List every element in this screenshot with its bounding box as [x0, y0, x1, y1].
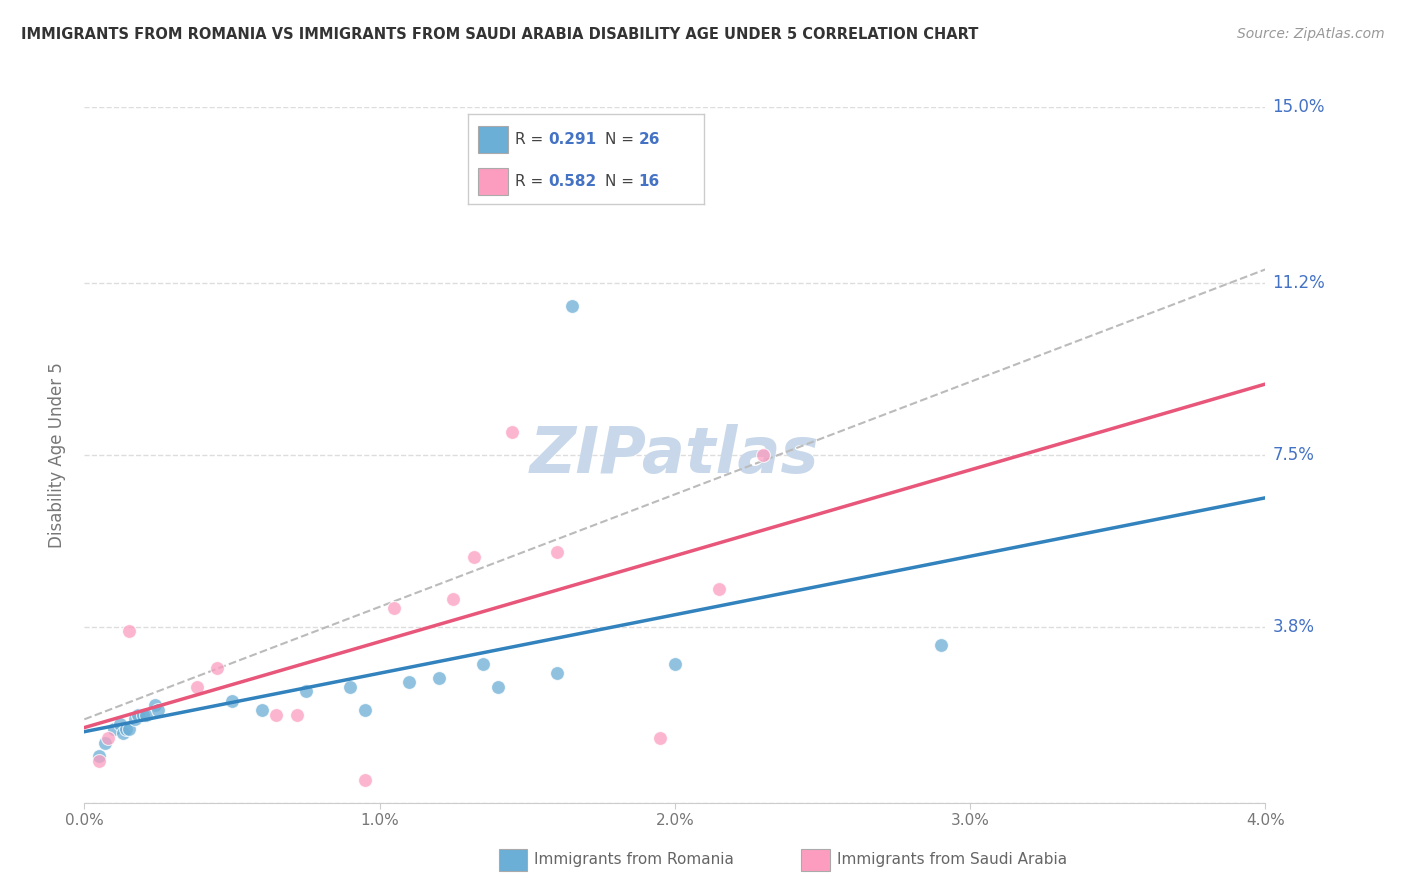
Text: 26: 26: [638, 132, 659, 147]
Point: [339, 680, 361, 694]
Point: [546, 665, 568, 680]
Text: 16: 16: [638, 174, 659, 189]
Point: [143, 698, 166, 713]
Point: [486, 680, 509, 694]
Text: 0.582: 0.582: [548, 174, 596, 189]
Point: [664, 657, 686, 671]
Point: [398, 675, 420, 690]
Point: [186, 680, 208, 694]
Point: [94, 735, 117, 749]
Text: IMMIGRANTS FROM ROMANIA VS IMMIGRANTS FROM SAUDI ARABIA DISABILITY AGE UNDER 5 C: IMMIGRANTS FROM ROMANIA VS IMMIGRANTS FR…: [21, 27, 979, 42]
Text: 11.2%: 11.2%: [1272, 275, 1326, 293]
Text: Source: ZipAtlas.com: Source: ZipAtlas.com: [1237, 27, 1385, 41]
Point: [205, 661, 228, 675]
Point: [472, 657, 495, 671]
Y-axis label: Disability Age Under 5: Disability Age Under 5: [48, 362, 66, 548]
Point: [103, 722, 125, 736]
Point: [709, 582, 731, 597]
Point: [124, 712, 146, 726]
Point: [560, 300, 583, 314]
Text: R =: R =: [516, 132, 548, 147]
Point: [132, 707, 155, 722]
Text: 7.5%: 7.5%: [1272, 446, 1315, 464]
Point: [427, 671, 450, 685]
Point: [127, 707, 149, 722]
Text: 0.291: 0.291: [548, 132, 596, 147]
Point: [108, 717, 131, 731]
Point: [135, 707, 157, 722]
Point: [295, 684, 318, 698]
Point: [929, 638, 952, 652]
Point: [354, 772, 377, 787]
Point: [354, 703, 377, 717]
Point: [114, 722, 136, 736]
Text: 15.0%: 15.0%: [1272, 98, 1324, 116]
FancyBboxPatch shape: [478, 126, 509, 153]
Point: [463, 549, 485, 564]
Point: [250, 703, 273, 717]
FancyBboxPatch shape: [478, 169, 509, 195]
Point: [87, 754, 111, 768]
Point: [501, 425, 523, 439]
Point: [285, 707, 308, 722]
Point: [118, 624, 141, 639]
Text: Immigrants from Saudi Arabia: Immigrants from Saudi Arabia: [837, 853, 1067, 867]
Point: [648, 731, 672, 745]
Point: [148, 703, 170, 717]
Point: [546, 545, 568, 559]
Text: 3.8%: 3.8%: [1272, 617, 1315, 635]
Point: [443, 591, 465, 606]
Text: N =: N =: [605, 174, 640, 189]
Point: [87, 749, 111, 764]
Text: N =: N =: [605, 132, 640, 147]
Point: [382, 601, 406, 615]
Point: [118, 722, 141, 736]
Text: ZIPatlas: ZIPatlas: [530, 424, 820, 486]
Point: [752, 448, 775, 462]
Point: [97, 731, 120, 745]
Point: [264, 707, 288, 722]
Point: [221, 694, 243, 708]
Text: Immigrants from Romania: Immigrants from Romania: [534, 853, 734, 867]
Text: R =: R =: [516, 174, 548, 189]
Point: [111, 726, 134, 740]
